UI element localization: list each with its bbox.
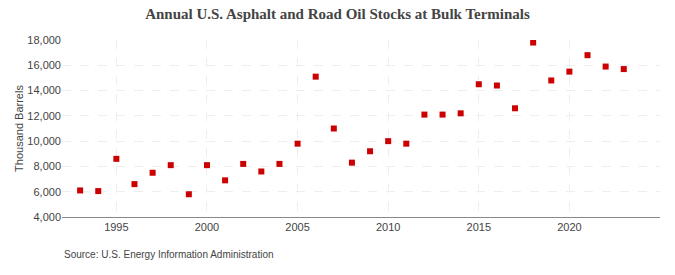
svg-text:14,000: 14,000 (27, 84, 61, 96)
svg-text:2005: 2005 (285, 221, 309, 233)
svg-text:Annual U.S. Asphalt and Road O: Annual U.S. Asphalt and Road Oil Stocks … (145, 6, 530, 22)
svg-text:10,000: 10,000 (27, 135, 61, 147)
svg-text:6,000: 6,000 (33, 186, 61, 198)
svg-text:2020: 2020 (557, 221, 581, 233)
svg-text:4,000: 4,000 (33, 211, 61, 223)
svg-text:1995: 1995 (104, 221, 128, 233)
svg-text:8,000: 8,000 (33, 160, 61, 172)
svg-text:18,000: 18,000 (27, 34, 61, 46)
svg-text:Source: U.S. Energy Informatio: Source: U.S. Energy Information Administ… (64, 249, 274, 260)
svg-text:16,000: 16,000 (27, 59, 61, 71)
svg-text:Thousand Barrels: Thousand Barrels (13, 85, 25, 172)
svg-text:12,000: 12,000 (27, 110, 61, 122)
svg-text:2010: 2010 (376, 221, 400, 233)
svg-text:2015: 2015 (467, 221, 491, 233)
svg-text:2000: 2000 (195, 221, 219, 233)
